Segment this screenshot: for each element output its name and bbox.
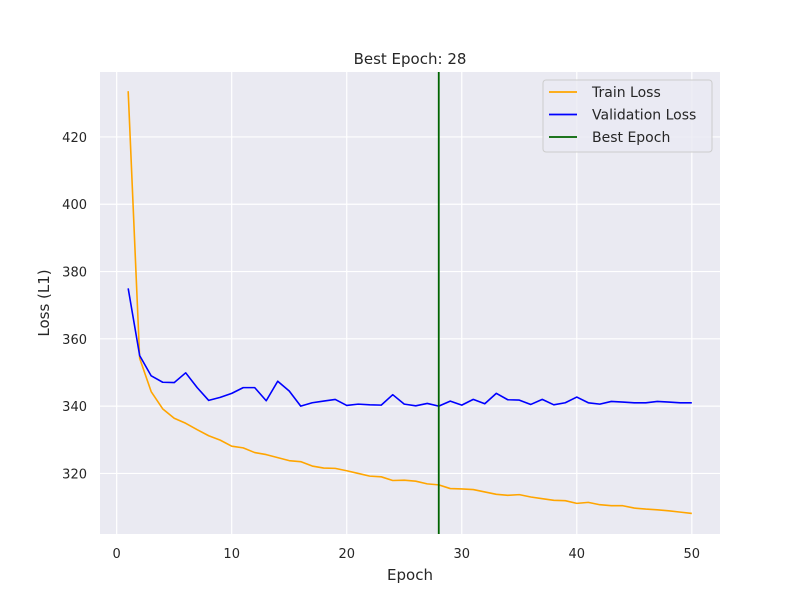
y-tick-label: 320 (62, 467, 87, 482)
x-tick-label: 20 (338, 547, 355, 562)
y-tick-label: 380 (62, 266, 87, 281)
y-tick-label: 360 (62, 333, 87, 348)
train-loss-line (127, 91, 692, 515)
x-tick-label: 50 (684, 547, 701, 562)
y-tick-label: 420 (62, 131, 87, 146)
legend-label-validation-loss: Validation Loss (592, 108, 696, 124)
x-tick-labels: 0 10 20 30 40 50 (113, 547, 701, 562)
series-lines (127, 91, 692, 515)
x-tick-label: 0 (113, 547, 121, 562)
y-axis-label: Loss (L1) (35, 269, 53, 336)
x-axis-label: Epoch (387, 566, 433, 584)
y-tick-label: 340 (62, 400, 87, 415)
legend-box (542, 79, 713, 153)
x-tick-label: 10 (223, 547, 240, 562)
validation-loss-line (127, 288, 692, 407)
legend: Train Loss Validation Loss Best Epoch (542, 79, 713, 153)
legend-entries: Train Loss Validation Loss Best Epoch (549, 85, 696, 146)
legend-label-best-epoch: Best Epoch (592, 130, 670, 146)
y-tick-labels: 320 340 360 380 400 420 (62, 131, 87, 482)
y-tick-label: 400 (62, 198, 87, 213)
x-tick-label: 40 (569, 547, 586, 562)
legend-label-train-loss: Train Loss (591, 85, 661, 101)
x-tick-label: 30 (453, 547, 470, 562)
chart-title: Best Epoch: 28 (354, 50, 467, 68)
